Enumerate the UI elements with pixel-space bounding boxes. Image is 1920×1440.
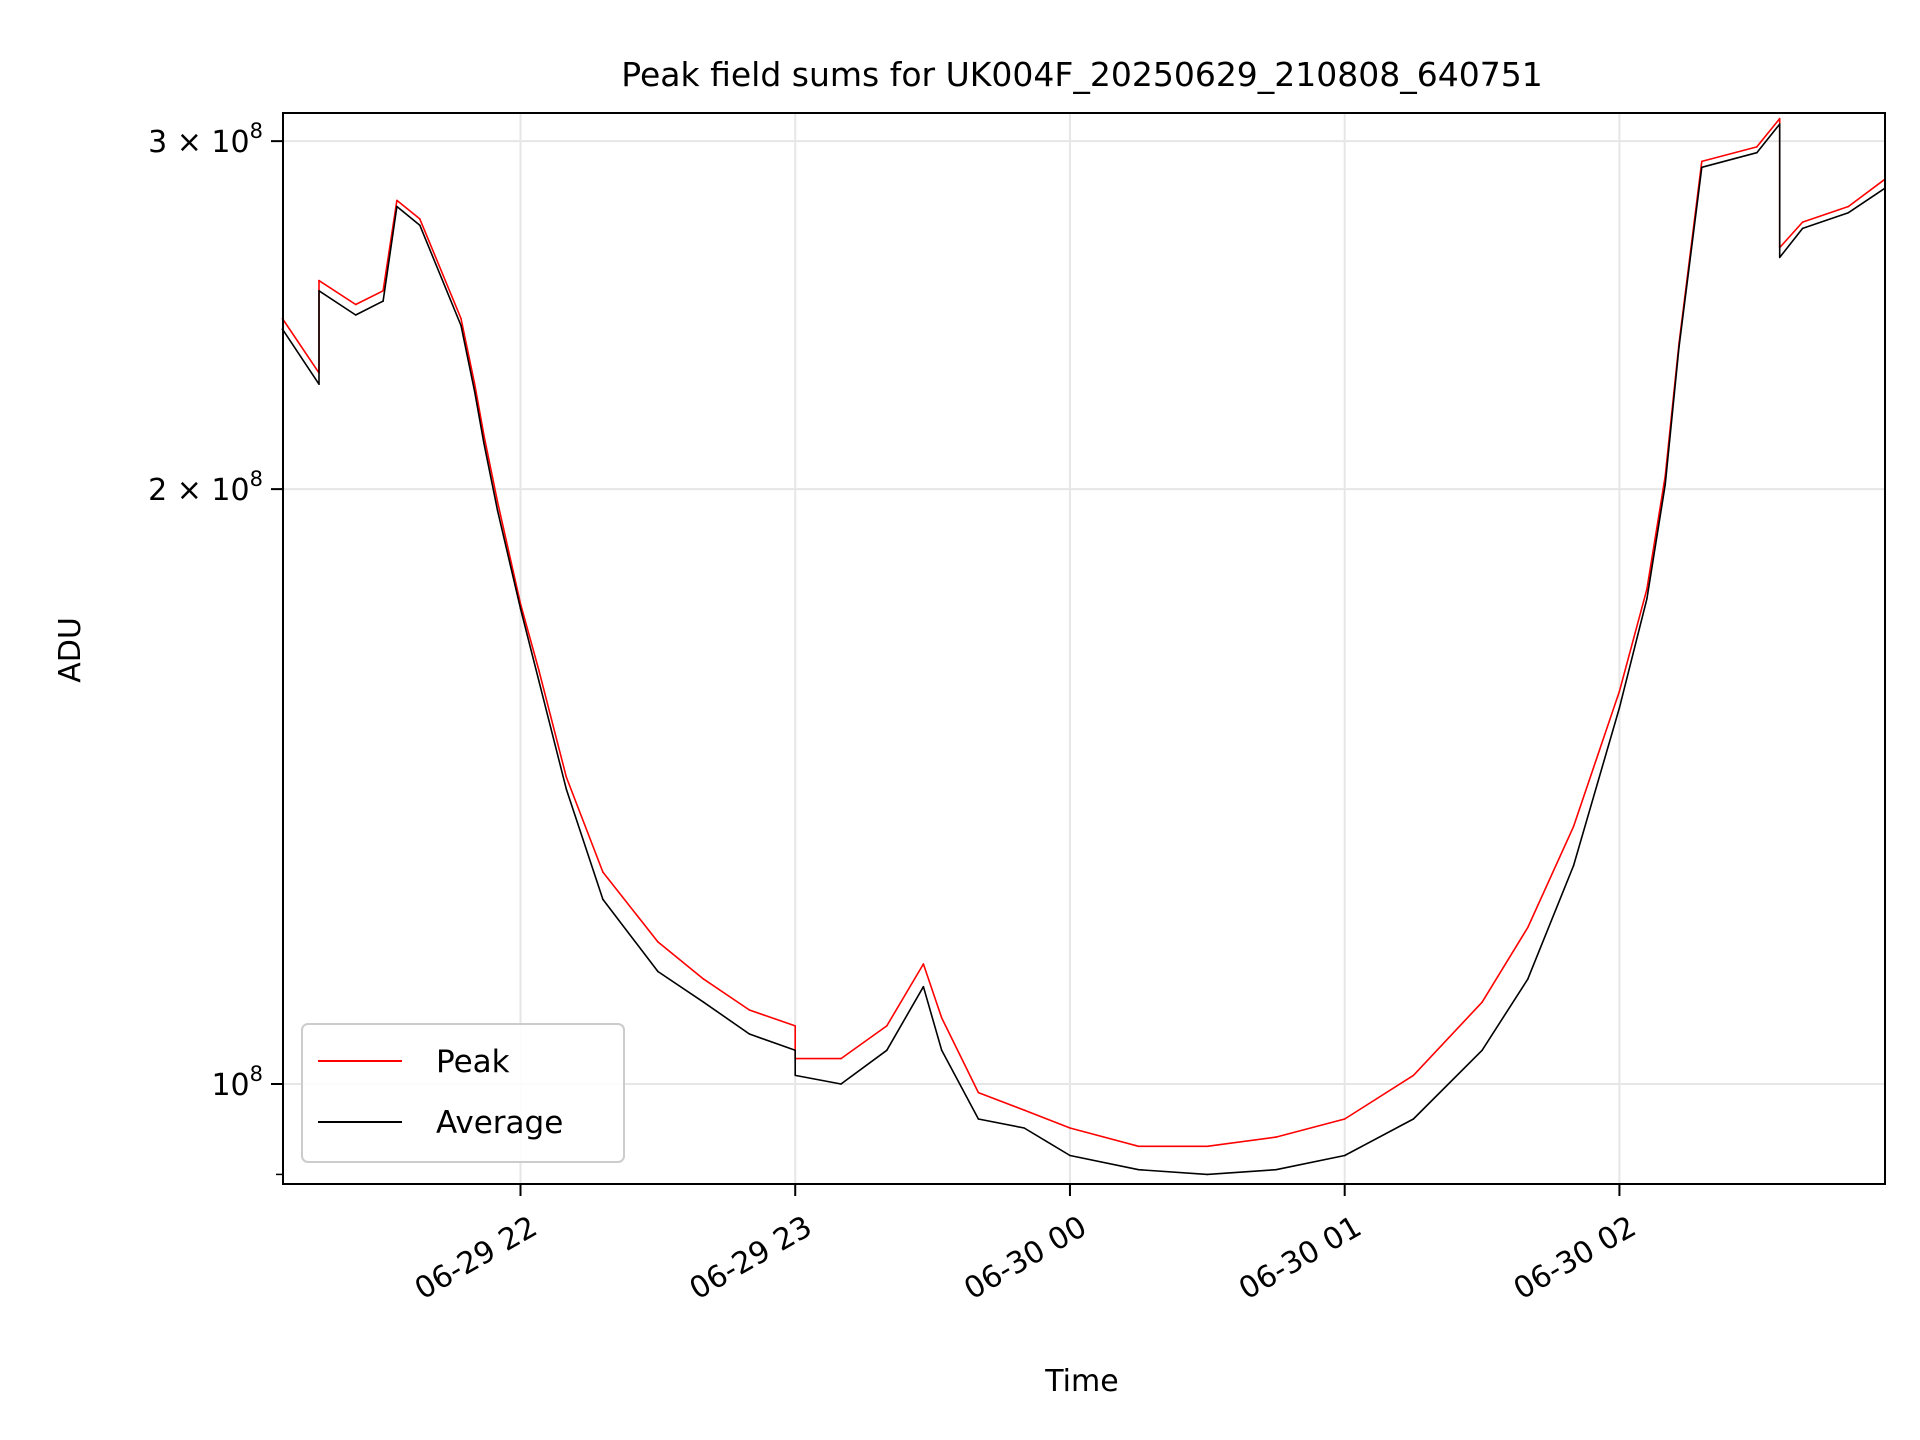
plot-area-frame — [282, 112, 1886, 1185]
data-point-peak — [318, 279, 320, 282]
y-tick-label: 3 × 108 — [148, 119, 263, 160]
data-point-peak — [1343, 1118, 1346, 1120]
data-point-average — [1137, 1168, 1140, 1171]
data-point-peak — [1206, 1145, 1209, 1148]
series-line-average — [281, 123, 1886, 1176]
data-point-peak — [382, 290, 384, 292]
data-point-peak — [1069, 1127, 1071, 1129]
data-point-peak — [748, 1009, 751, 1011]
series-layer — [281, 117, 1886, 1176]
data-point-peak — [657, 941, 659, 943]
data-point-average — [1701, 166, 1703, 169]
data-point-average — [419, 224, 421, 226]
data-point-average — [1023, 1127, 1025, 1129]
data-point-average — [496, 510, 499, 512]
data-point-peak — [1023, 1109, 1025, 1111]
x-axis-label: Time — [1044, 1364, 1118, 1399]
data-point-average — [1069, 1154, 1071, 1157]
data-point-average — [318, 290, 320, 292]
data-point-average — [565, 788, 568, 790]
data-point-peak — [460, 317, 462, 320]
data-point-peak — [1275, 1136, 1277, 1138]
data-point-peak — [396, 199, 398, 202]
legend: Peak Average — [301, 1023, 625, 1163]
data-point-peak — [977, 1091, 980, 1094]
data-point-peak — [565, 776, 568, 778]
legend-box — [301, 1023, 625, 1163]
data-point-peak — [1527, 926, 1529, 929]
data-point-average — [1646, 598, 1648, 600]
data-point-average — [922, 985, 925, 988]
data-point-average — [1481, 1049, 1483, 1052]
grid-lines — [283, 113, 1885, 1184]
data-point-average — [657, 970, 659, 973]
data-point-average — [396, 205, 398, 208]
data-point-average — [794, 1049, 796, 1052]
data-point-peak — [840, 1057, 842, 1060]
data-point-peak — [1481, 1001, 1483, 1003]
y-tick-label: 108 — [211, 1062, 263, 1103]
data-point-average — [1664, 484, 1666, 486]
data-point-average — [1778, 123, 1781, 125]
data-point-peak — [1847, 205, 1850, 208]
data-point-average — [354, 314, 357, 316]
data-point-average — [519, 607, 522, 610]
data-point-average — [318, 383, 320, 386]
data-point-average — [1275, 1168, 1277, 1171]
data-point-average — [886, 1049, 888, 1052]
data-point-average — [602, 898, 604, 901]
data-point-peak — [473, 383, 476, 386]
y-tick-label: 2 × 108 — [148, 467, 263, 508]
data-point-peak — [1412, 1074, 1415, 1077]
data-point-average — [483, 442, 485, 445]
y-axis-label: ADU — [53, 617, 88, 683]
data-point-peak — [1137, 1145, 1140, 1148]
data-point-peak — [602, 871, 604, 873]
legend-label-peak: Peak — [436, 1044, 510, 1080]
data-point-peak — [1572, 825, 1575, 828]
data-point-average — [840, 1083, 842, 1085]
data-point-peak — [1801, 221, 1804, 223]
data-point-average — [1756, 151, 1758, 154]
data-point-average — [1206, 1173, 1209, 1176]
legend-label-average: Average — [436, 1105, 563, 1141]
data-point-average — [1847, 211, 1850, 214]
data-point-average — [977, 1118, 980, 1120]
data-point-average — [1527, 978, 1529, 980]
data-point-peak — [940, 1017, 943, 1019]
data-point-average — [748, 1033, 751, 1035]
data-point-average — [1343, 1154, 1346, 1157]
data-point-peak — [496, 501, 499, 503]
data-point-average — [1778, 256, 1781, 259]
y-axis: 108 2 × 108 3 × 108 — [148, 119, 283, 1176]
data-point-peak — [794, 1025, 796, 1027]
data-point-average — [382, 300, 384, 302]
data-point-average — [1572, 864, 1575, 867]
data-point-average — [538, 679, 540, 682]
data-point-peak — [702, 978, 705, 980]
data-point-peak — [1701, 160, 1703, 163]
data-point-average — [1412, 1118, 1415, 1120]
data-point-average — [794, 1074, 796, 1077]
data-point-peak — [538, 669, 540, 671]
chart-title: Peak field sums for UK004F_20250629_2108… — [621, 55, 1543, 94]
data-point-average — [1618, 707, 1621, 709]
data-point-peak — [354, 303, 357, 306]
data-point-average — [1678, 346, 1680, 348]
data-point-peak — [419, 218, 421, 220]
data-point-peak — [1756, 146, 1758, 148]
data-point-average — [940, 1049, 943, 1052]
data-point-average — [460, 324, 462, 327]
data-point-average — [702, 1001, 705, 1003]
data-point-peak — [1778, 117, 1781, 120]
data-point-average — [473, 391, 476, 393]
data-point-average — [1801, 227, 1804, 230]
data-point-peak — [922, 963, 925, 965]
data-point-peak — [1646, 588, 1648, 590]
data-point-peak — [1618, 690, 1621, 693]
data-point-peak — [886, 1025, 888, 1027]
data-point-peak — [483, 434, 485, 436]
